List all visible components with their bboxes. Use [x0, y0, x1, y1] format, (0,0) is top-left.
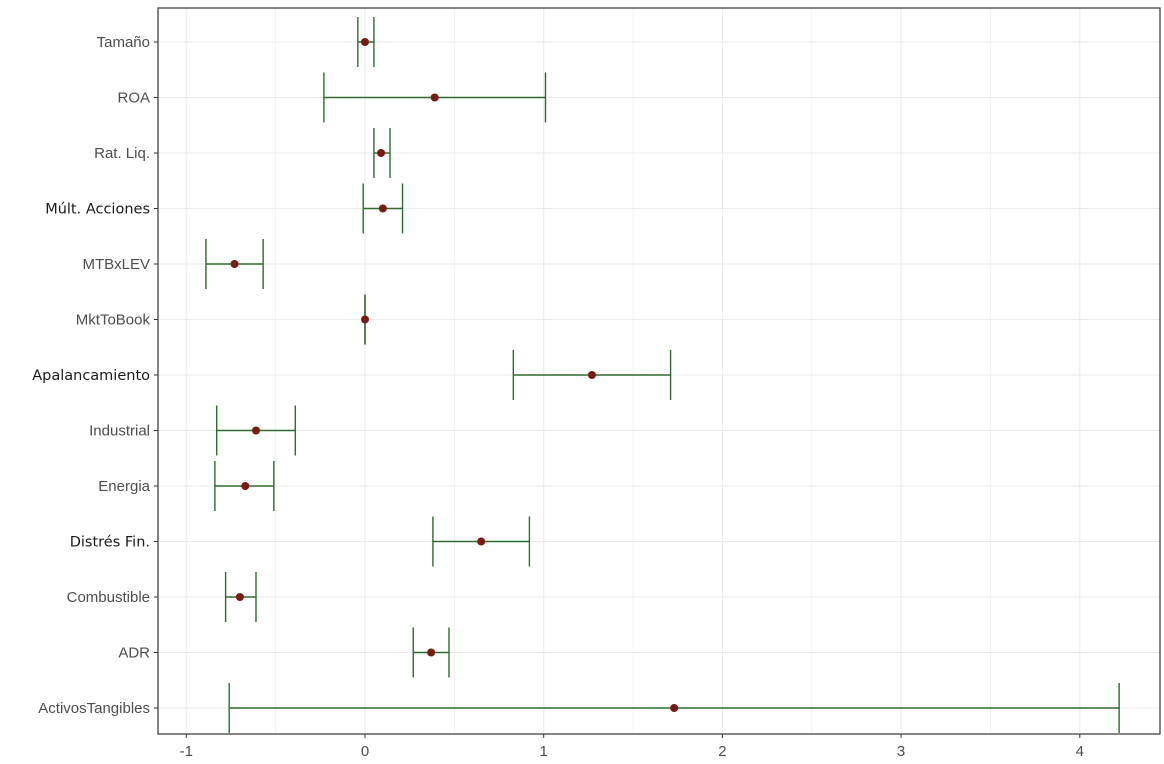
y-tick-labels: Tamaño ROA Rat. Liq. Múlt. Acciones MTBxLEV M…	[32, 34, 158, 717]
estimate-point	[427, 648, 436, 657]
estimate-point	[361, 315, 369, 324]
panel-border	[157, 7, 1161, 735]
y-tick-label: MTBxLEV	[82, 256, 150, 273]
y-tick-label: ActivosTangibles	[38, 700, 150, 717]
x-tick-label: 3	[897, 743, 905, 760]
estimate-points	[230, 38, 679, 712]
estimate-point	[477, 537, 486, 546]
x-tick-label: 0	[361, 743, 369, 760]
y-tick-label: Apalancamiento	[32, 368, 150, 384]
y-tick-label: MktToBook	[76, 312, 151, 329]
y-tick-label: Múlt. Acciones	[45, 202, 150, 218]
y-tick-label: Industrial	[89, 423, 150, 440]
y-tick-label: Rat. Liq.	[94, 145, 150, 162]
estimate-point	[587, 371, 596, 379]
x-tick-label: 2	[718, 743, 726, 760]
y-tick-label: ADR	[118, 645, 150, 662]
estimate-point	[670, 704, 679, 712]
estimate-point	[241, 482, 250, 490]
x-tick-label: 1	[540, 743, 548, 760]
y-tick-label: Tamaño	[97, 34, 150, 51]
estimate-point	[251, 426, 260, 435]
x-tick-label: 4	[1076, 743, 1084, 760]
grid-lines	[158, 8, 1160, 734]
y-tick-label: Distrés Fin.	[70, 535, 150, 551]
y-tick-label: ROA	[117, 90, 150, 107]
estimate-point	[378, 204, 387, 213]
estimate-point	[235, 593, 244, 601]
y-tick-label: Combustible	[67, 589, 150, 606]
estimate-point	[430, 93, 439, 102]
estimate-point	[377, 149, 386, 157]
estimate-point	[361, 38, 369, 46]
y-tick-label: Energia	[98, 478, 150, 495]
x-tick-label: -1	[180, 743, 193, 760]
x-tick-labels: -1 0 1 2 3 4	[180, 734, 1084, 760]
estimate-point	[230, 260, 239, 268]
